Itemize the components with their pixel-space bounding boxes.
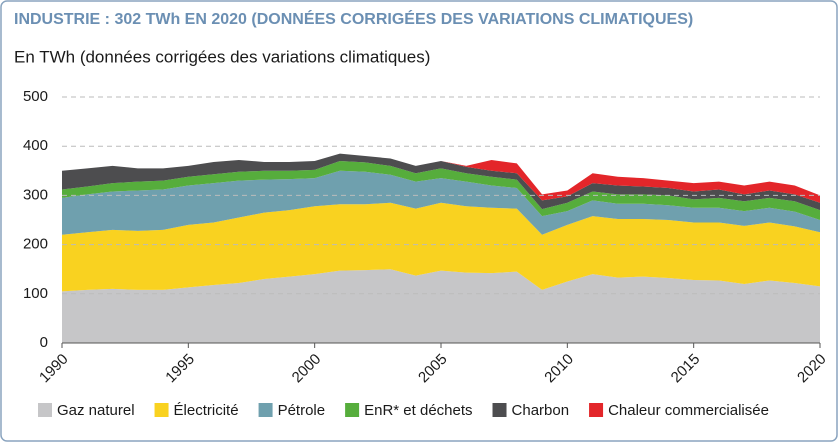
y-tick-label: 400 [23,137,48,154]
legend-swatch [492,403,507,417]
y-tick-label: 200 [23,236,48,253]
legend-label: Charbon [512,402,570,419]
legend-label: EnR* et déchets [364,402,472,419]
y-tick-label: 300 [23,186,48,203]
legend-swatch [258,403,273,417]
legend-swatch [154,403,169,417]
chart-subtitle: En TWh (données corrigées des variations… [14,47,430,66]
area [62,153,820,211]
legend-label: Pétrole [278,402,326,419]
area [62,269,820,343]
y-tick-label: 500 [23,88,48,105]
y-tick-label: 100 [23,285,48,302]
area [62,202,820,292]
legend-swatch [589,403,604,417]
y-tick-label: 0 [40,334,48,351]
area [62,170,820,235]
legend-swatch [38,403,52,417]
legend-label: Électricité [174,402,239,419]
legend-label: Gaz naturel [57,402,135,419]
chart-title: INDUSTRIE : 302 TWh EN 2020 (DONNÉES COR… [14,9,693,28]
area [62,160,820,220]
legend-swatch [345,403,360,417]
legend-label: Chaleur commercialisée [608,402,769,419]
